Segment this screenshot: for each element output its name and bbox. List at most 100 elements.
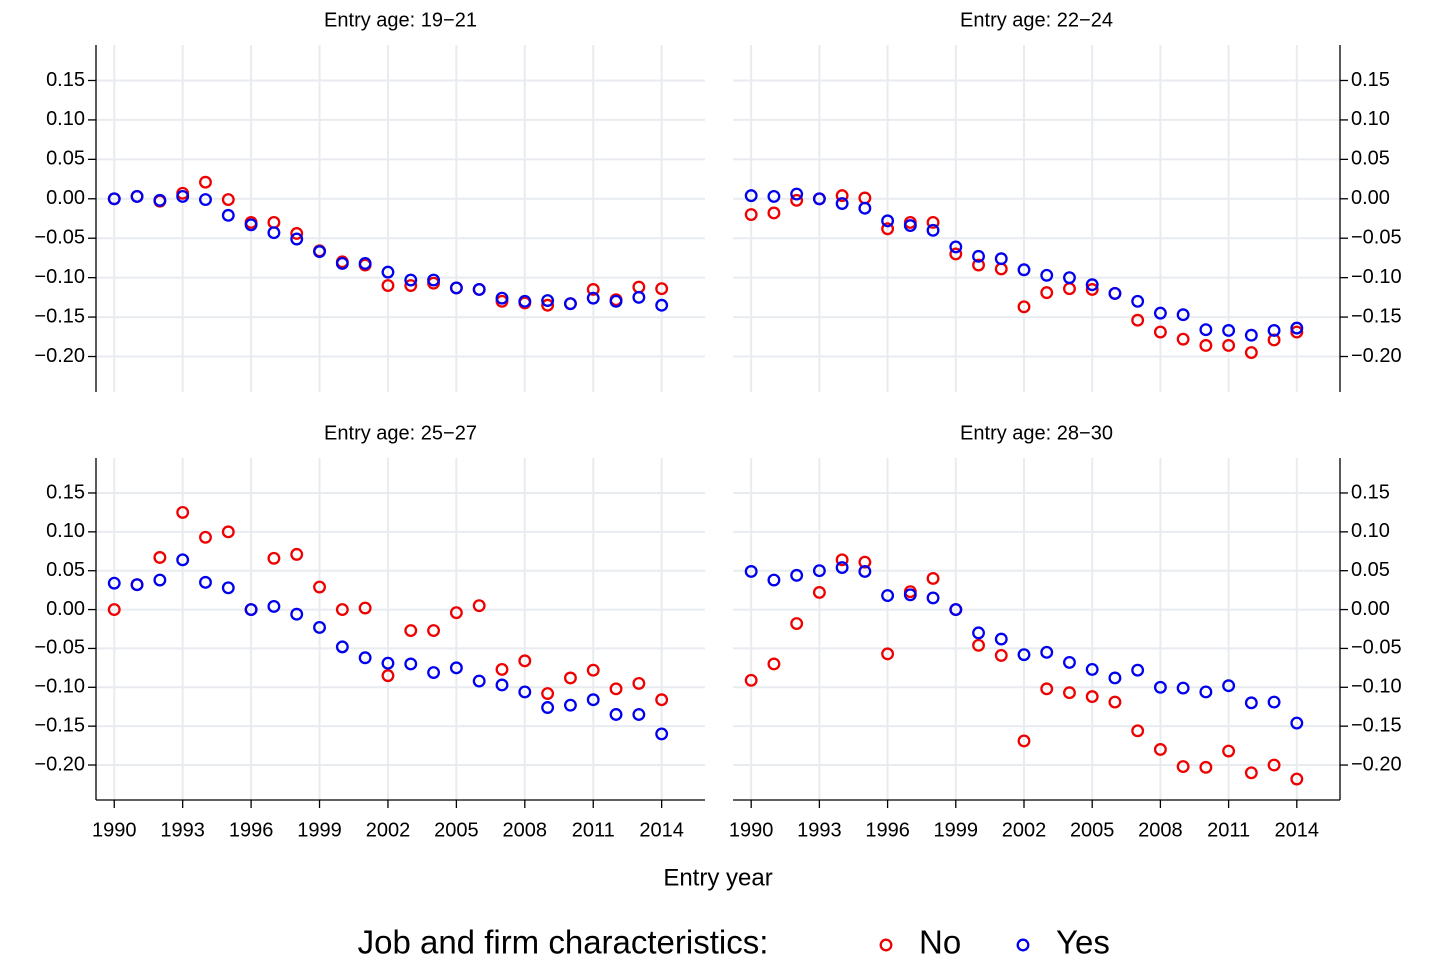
data-point xyxy=(381,669,395,683)
data-point xyxy=(221,581,235,595)
data-point xyxy=(1199,339,1213,352)
data-point xyxy=(655,693,669,707)
data-point xyxy=(767,657,781,671)
data-point xyxy=(1131,663,1145,677)
data-point xyxy=(812,564,826,578)
data-point xyxy=(427,624,441,638)
data-point xyxy=(835,189,849,203)
data-point xyxy=(609,708,623,721)
data-point xyxy=(812,192,826,206)
data-point xyxy=(767,573,781,587)
data-point xyxy=(1131,294,1145,308)
data-point xyxy=(1244,766,1258,780)
data-point xyxy=(1290,321,1304,335)
data-point xyxy=(1222,744,1236,758)
data-point xyxy=(881,214,895,228)
panel-title: Entry age: 22−24 xyxy=(960,9,1113,31)
data-point xyxy=(926,572,940,585)
data-point xyxy=(1085,278,1099,292)
data-point xyxy=(812,586,826,599)
data-point xyxy=(199,175,212,189)
x-tick-label: 1999 xyxy=(934,819,979,841)
x-tick-label: 2011 xyxy=(572,819,615,841)
data-point xyxy=(130,578,144,592)
legend-marker xyxy=(1016,938,1030,952)
data-point xyxy=(404,657,418,671)
x-tick-label: 2002 xyxy=(1002,819,1047,841)
data-point xyxy=(381,279,395,292)
data-point xyxy=(835,561,849,575)
data-point xyxy=(199,193,212,207)
data-point xyxy=(972,638,985,652)
data-point xyxy=(381,265,395,279)
data-point xyxy=(972,258,985,272)
data-point xyxy=(313,245,326,259)
data-point xyxy=(267,551,281,565)
y-tick-label: 0.05 xyxy=(46,148,85,170)
data-point xyxy=(744,565,758,578)
y-tick-label: −0.05 xyxy=(34,637,85,659)
data-point xyxy=(1267,758,1281,772)
data-point xyxy=(1085,662,1099,676)
data-point xyxy=(949,240,963,254)
data-point xyxy=(1040,682,1054,696)
data-point xyxy=(449,661,463,675)
data-point xyxy=(541,298,555,312)
data-point xyxy=(1176,681,1190,695)
data-point xyxy=(449,606,463,620)
data-point xyxy=(176,189,190,203)
x-tick-label: 2011 xyxy=(1207,819,1250,841)
legend-label: No xyxy=(919,924,961,961)
data-point xyxy=(495,678,509,692)
data-point xyxy=(835,197,849,210)
x-tick-label: 1993 xyxy=(160,819,205,841)
data-point xyxy=(1063,282,1076,296)
y-tick-label: 0.00 xyxy=(46,598,85,620)
data-point xyxy=(744,189,758,203)
y-tick-label: −0.05 xyxy=(1351,637,1402,659)
y-tick-label: −0.10 xyxy=(34,266,85,288)
data-point xyxy=(541,294,555,307)
data-point xyxy=(290,547,304,561)
data-point xyxy=(1153,743,1167,756)
data-point xyxy=(1040,268,1054,282)
y-tick-label: 0.10 xyxy=(46,520,85,542)
panel-title: Entry age: 28−30 xyxy=(960,422,1113,444)
data-point xyxy=(1017,648,1031,662)
data-point xyxy=(290,607,304,621)
data-point xyxy=(267,215,281,229)
data-point xyxy=(994,262,1008,276)
data-point xyxy=(858,565,872,578)
data-point xyxy=(221,208,235,222)
x-tick-label: 1999 xyxy=(297,819,342,841)
data-point xyxy=(404,273,418,287)
data-point xyxy=(926,591,940,605)
data-point xyxy=(655,727,669,741)
data-point xyxy=(1199,685,1213,699)
data-point xyxy=(176,505,190,519)
data-point xyxy=(972,249,985,263)
data-point xyxy=(744,208,758,222)
data-point xyxy=(790,193,804,207)
data-point xyxy=(1176,332,1190,346)
data-point xyxy=(949,603,963,617)
y-tick-label: −0.20 xyxy=(1351,345,1402,367)
data-point xyxy=(609,682,623,696)
data-point xyxy=(1063,655,1076,669)
data-point xyxy=(313,580,326,594)
y-tick-label: 0.05 xyxy=(1351,559,1390,581)
y-tick-label: −0.20 xyxy=(34,345,85,367)
data-point xyxy=(903,588,917,602)
data-point xyxy=(632,280,646,294)
data-point xyxy=(994,648,1008,662)
y-tick-label: −0.15 xyxy=(34,305,85,327)
y-tick-label: 0.10 xyxy=(1351,108,1390,130)
data-point xyxy=(609,294,623,308)
data-point xyxy=(449,281,463,295)
legend-label: Yes xyxy=(1056,924,1110,961)
data-point xyxy=(926,215,940,229)
y-tick-label: 0.05 xyxy=(1351,148,1390,170)
data-point xyxy=(381,656,395,670)
x-axis-label: Entry year xyxy=(663,864,772,891)
data-point xyxy=(1131,313,1145,327)
